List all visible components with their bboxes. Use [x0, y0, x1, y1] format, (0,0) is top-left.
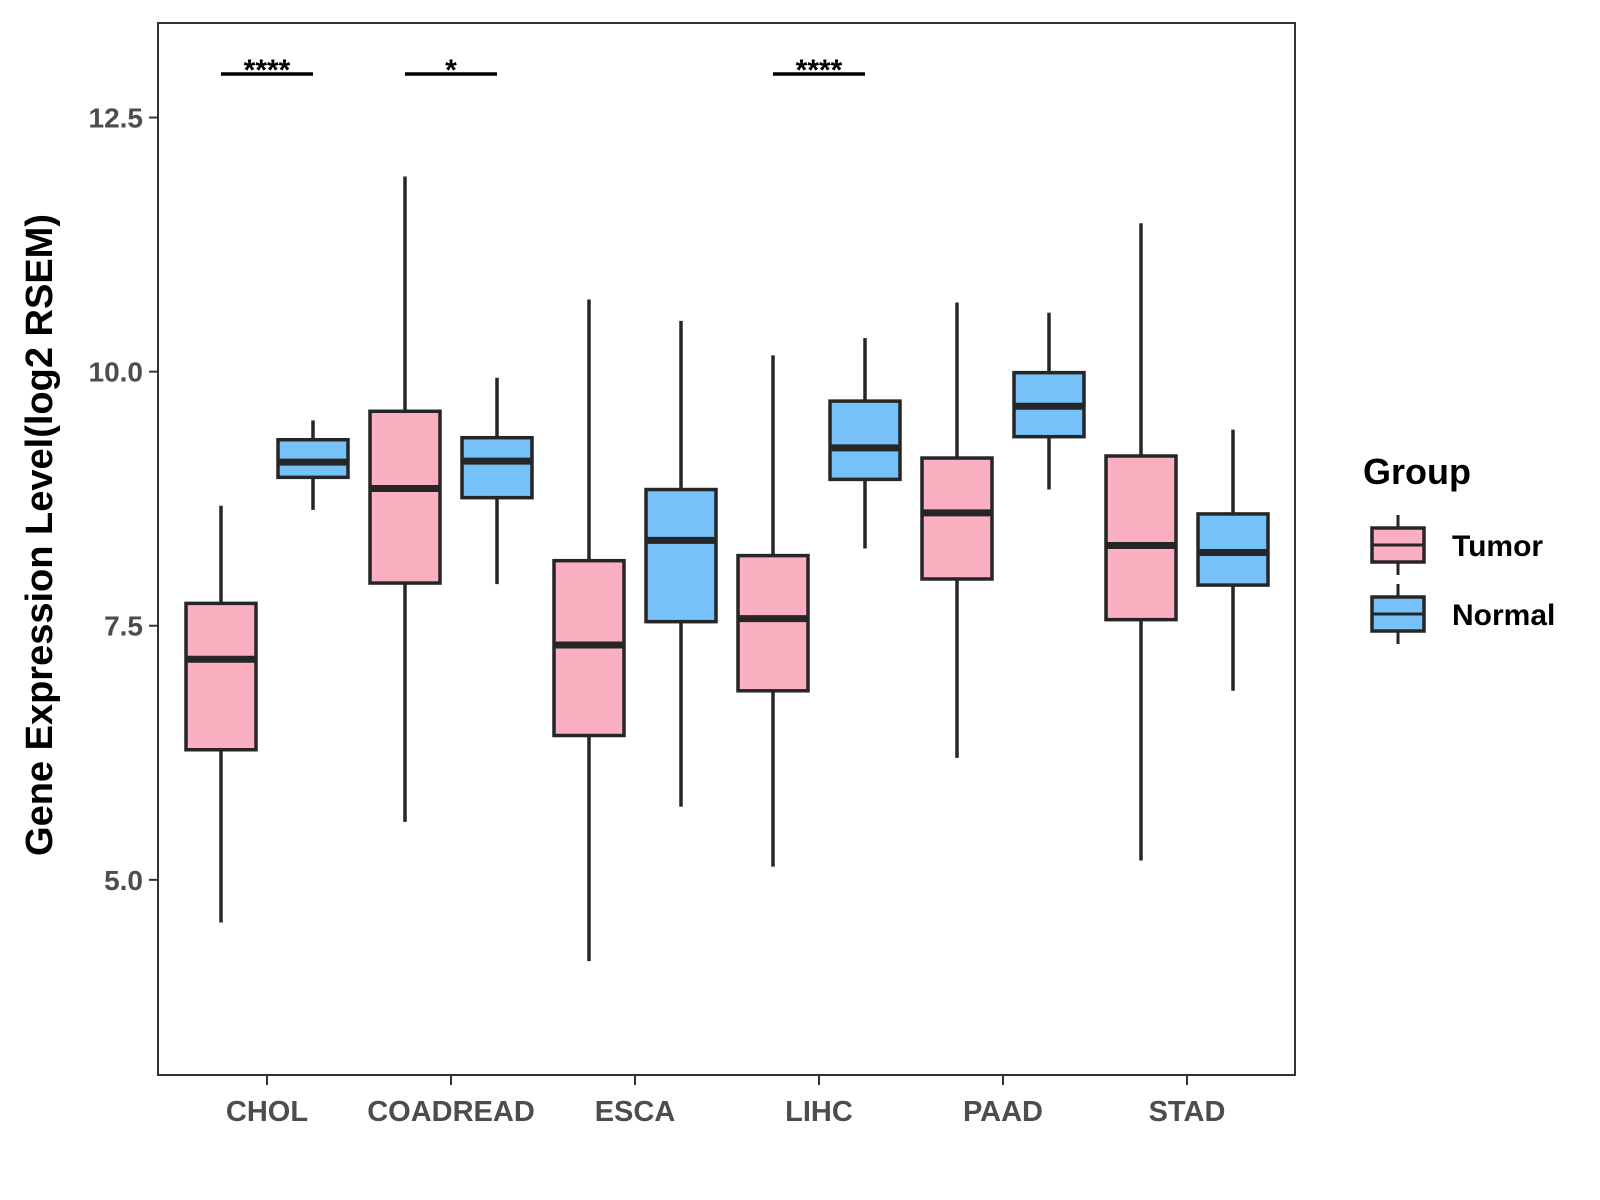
significance-chol: ****: [221, 54, 313, 87]
box-iqr: [644, 487, 718, 624]
legend-entry-tumor: Tumor: [1370, 515, 1543, 575]
x-tick-label: CHOL: [226, 1096, 308, 1128]
box-tumor-coadread: [368, 176, 442, 822]
box-iqr: [276, 437, 350, 480]
box-tumor-esca: [552, 299, 626, 962]
axes: 5.0 7.5 10.0 12.5 CHOL COADREAD ESCA LIHC PAAD ST…: [89, 22, 1296, 1128]
legend: Group Tumor Normal: [1363, 451, 1555, 644]
box-iqr: [736, 553, 810, 693]
x-tick-label: PAAD: [963, 1096, 1043, 1128]
significance-label: ****: [796, 54, 843, 87]
significance-coadread: *: [405, 54, 497, 87]
significance-label: ****: [244, 54, 291, 87]
legend-entry-normal: Normal: [1370, 584, 1555, 644]
plot-border: [157, 22, 1296, 1076]
legend-label: Tumor: [1452, 530, 1543, 563]
box-iqr: [368, 409, 442, 585]
legend-title: Group: [1363, 451, 1471, 492]
box-iqr: [1104, 454, 1178, 622]
x-tick-label: STAD: [1149, 1096, 1226, 1128]
y-tick-label: 10.0: [89, 357, 144, 388]
x-tick-label: ESCA: [595, 1096, 676, 1128]
box-tumor-lihc: [736, 355, 810, 867]
box-tumor-stad: [1104, 223, 1178, 861]
y-tick-label: 7.5: [104, 611, 143, 642]
box-normal-coadread: [460, 377, 534, 585]
box-normal-chol: [276, 420, 350, 510]
box-tumor-paad: [920, 302, 994, 758]
y-tick-label: 12.5: [89, 103, 144, 134]
box-iqr: [920, 456, 994, 581]
significance-label: *: [445, 54, 457, 87]
box-normal-esca: [644, 320, 718, 807]
box-iqr: [460, 435, 534, 500]
plot-area: **** * ****: [184, 54, 1270, 962]
x-tick-label: LIHC: [785, 1096, 853, 1128]
box-iqr: [184, 601, 258, 752]
y-axis-title: Gene Expression Level(log2 RSEM): [19, 214, 61, 856]
box-iqr: [828, 399, 902, 482]
box-normal-lihc: [828, 338, 902, 549]
x-tick-label: COADREAD: [367, 1096, 535, 1128]
box-tumor-chol: [184, 505, 258, 923]
y-tick-label: 5.0: [104, 865, 143, 896]
box-normal-paad: [1012, 312, 1086, 490]
box-normal-stad: [1196, 429, 1270, 691]
legend-label: Normal: [1452, 599, 1555, 632]
significance-lihc: ****: [773, 54, 865, 87]
